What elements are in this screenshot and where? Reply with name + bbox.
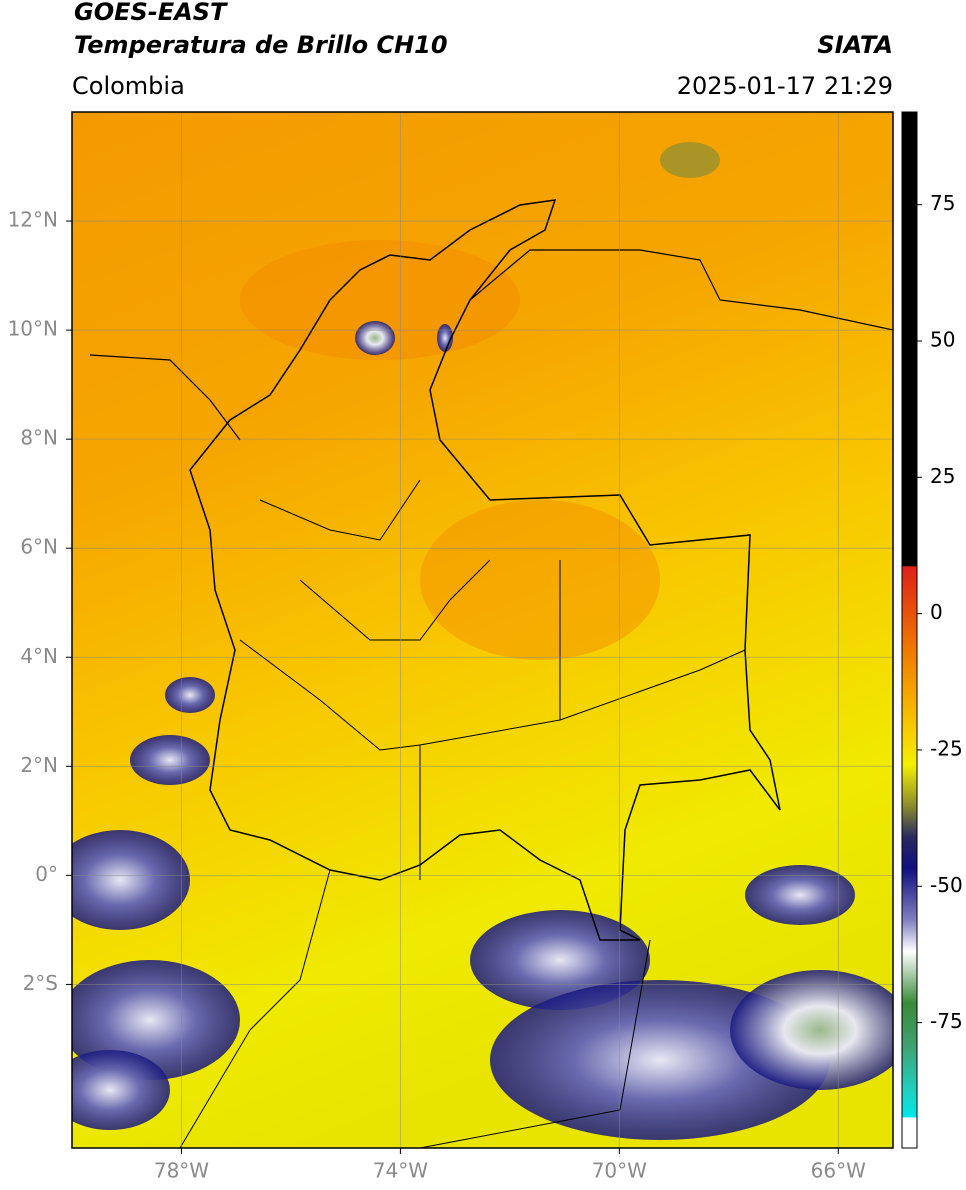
- coastline: [89, 354, 241, 441]
- colorbar-tick-label: -75: [930, 1009, 963, 1033]
- country-border: [189, 199, 781, 941]
- cloud: [745, 865, 855, 925]
- map-image: [72, 112, 893, 1148]
- cloud: [130, 735, 210, 785]
- grid: [72, 112, 893, 1148]
- warm-area: [420, 500, 660, 660]
- colorbar-tick-label: 75: [930, 191, 955, 215]
- state-border: [239, 479, 746, 880]
- cloud: [730, 970, 893, 1090]
- cloud: [355, 321, 395, 355]
- y-tick-label: 2°N: [20, 753, 58, 777]
- cloud: [72, 830, 190, 930]
- cloud: [72, 960, 240, 1080]
- colorbar: [901, 111, 918, 1149]
- x-tick-label: 78°W: [154, 1159, 209, 1183]
- y-tick-label: 2°S: [23, 971, 58, 995]
- x-tick-label: 74°W: [373, 1159, 428, 1183]
- cloud: [437, 324, 453, 352]
- y-tick-label: 0°: [35, 862, 58, 886]
- cloud: [660, 142, 720, 178]
- cloud: [72, 1050, 170, 1130]
- x-tick-label: 70°W: [592, 1159, 647, 1183]
- y-tick-label: 6°N: [20, 535, 58, 559]
- colorbar-tick-label: 0: [930, 600, 943, 624]
- map-frame: [71, 111, 894, 1149]
- y-tick-label: 4°N: [20, 644, 58, 668]
- region: Colombia: [72, 72, 185, 100]
- colorbar-tick-label: -50: [930, 873, 963, 897]
- y-tick-label: 10°N: [8, 317, 58, 341]
- title: GOES-EAST: [74, 0, 228, 26]
- y-tick-label: 8°N: [20, 426, 58, 450]
- coastline: [469, 249, 893, 331]
- x-tick-label: 66°W: [811, 1159, 866, 1183]
- colorbar-tick-label: -25: [930, 736, 963, 760]
- colorbar-tick-label: 25: [930, 464, 955, 488]
- subtitle: Temperatura de Brillo CH10: [74, 31, 448, 59]
- colorbar-tick-label: 50: [930, 328, 955, 352]
- source: SIATA: [817, 31, 893, 59]
- y-tick-label: 12°N: [8, 208, 58, 232]
- country-border: [179, 869, 651, 1148]
- cloud: [165, 677, 215, 713]
- datetime: 2025-01-17 21:29: [677, 72, 893, 100]
